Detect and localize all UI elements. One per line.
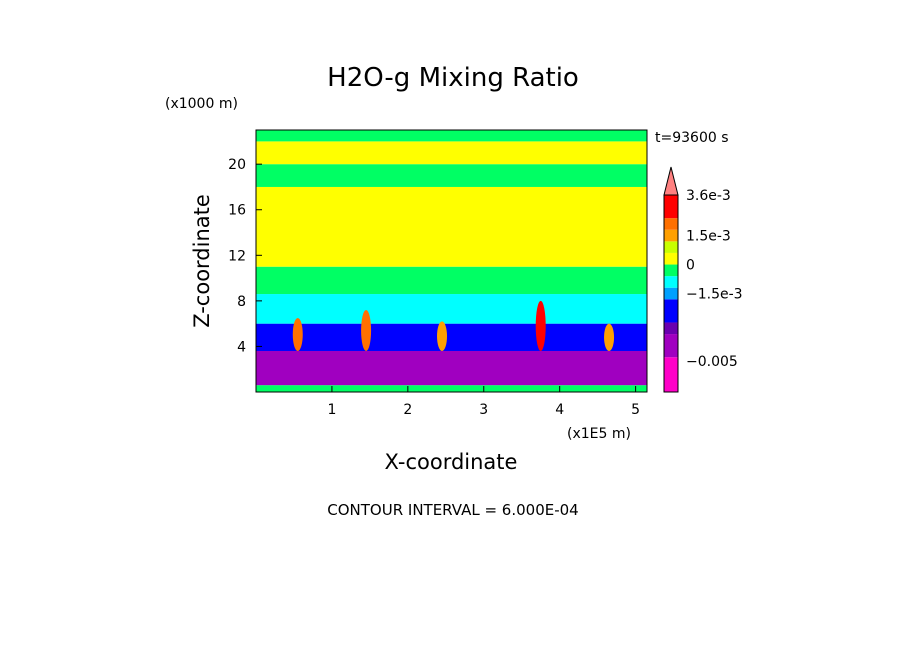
plume-1 [361,309,372,351]
field-band-6 [256,164,647,187]
colorbar-segment [664,334,678,358]
plot-frame [255,129,648,393]
x-unit-label: (x1E5 m) [567,426,631,442]
y-tick-label: 20 [228,157,246,173]
colorbar [663,166,679,393]
x-tick-label: 3 [479,402,488,418]
chart-title: H2O-g Mixing Ratio [327,63,579,93]
y-tick-label: 4 [237,339,246,355]
field-band-0 [256,385,647,392]
field-band-3 [256,294,647,324]
colorbar-label: 0 [686,258,695,274]
y-tick-label: 16 [228,203,246,219]
plume-2 [437,321,448,351]
x-tick-label: 4 [555,402,564,418]
y-unit-label: (x1000 m) [165,96,238,112]
colorbar-label: 3.6e-3 [686,188,731,204]
time-label: t=93600 s [655,130,729,146]
colorbar-extend-arrow [663,166,679,196]
colorbar-segment [664,229,678,242]
colorbar-segment [664,252,678,265]
colorbar-segment [664,195,678,219]
y-tick-label: 8 [237,294,246,310]
plume-0 [292,317,303,351]
plume-3 [535,300,546,351]
colorbar-segment [664,357,678,392]
colorbar-segment [664,264,678,277]
colorbar-label: 1.5e-3 [686,229,731,245]
field-band-2 [256,323,647,351]
field-band-1 [256,350,647,386]
colorbar-segment [664,276,678,288]
y-ticks: 4 8 12 16 20 [228,157,262,355]
colorbar-segment [664,287,678,300]
x-ticks: 1 2 3 4 5 [327,386,640,418]
field-band-7 [256,141,647,165]
x-tick-label: 5 [631,402,640,418]
x-tick-label: 2 [403,402,412,418]
plot-area [256,130,647,392]
colorbar-segment [664,299,678,323]
field-band-8 [256,130,647,142]
colorbar-segment [664,241,678,253]
x-axis-label: X-coordinate [385,450,518,474]
colorbar-segment [664,322,678,335]
colorbar-frame [663,194,679,393]
field-band-5 [256,186,647,267]
x-tick-label: 1 [327,402,336,418]
colorbar-segment [664,218,678,230]
y-axis-label: Z-coordinate [190,194,214,328]
field-band-4 [256,266,647,295]
colorbar-label: −0.005 [686,354,738,370]
plume-4 [604,323,615,351]
colorbar-labels: 3.6e-3 1.5e-3 0 −1.5e-3 −0.005 [686,188,743,370]
y-tick-label: 12 [228,248,246,264]
colorbar-label: −1.5e-3 [686,287,743,303]
contour-interval-label: CONTOUR INTERVAL = 6.000E-04 [327,501,578,519]
